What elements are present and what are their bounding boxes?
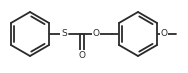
Text: O: O <box>79 51 86 59</box>
Text: S: S <box>61 29 67 38</box>
Text: O: O <box>92 29 99 38</box>
Text: O: O <box>161 29 168 38</box>
